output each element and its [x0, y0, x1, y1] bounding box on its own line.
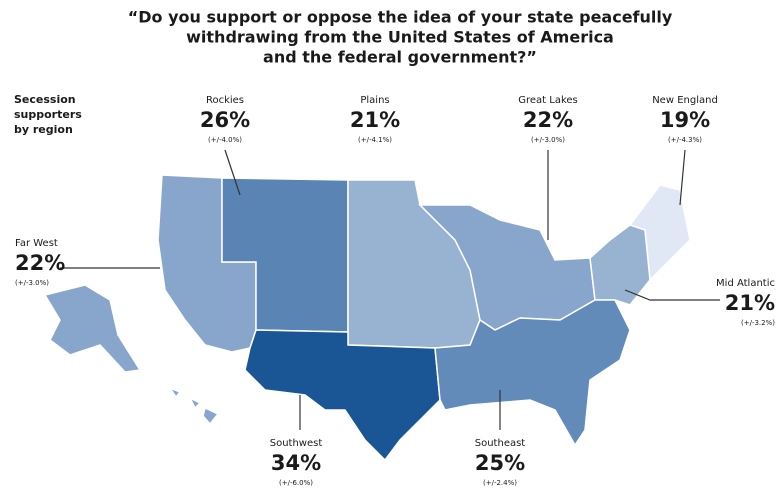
region-margin: (+/-6.0%): [279, 479, 313, 487]
region-shape: [244, 329, 441, 462]
region-margin: (+/-3.0%): [15, 279, 49, 287]
region-name: Rockies: [206, 95, 244, 106]
region-shape: [168, 386, 220, 426]
region-percent: 34%: [271, 451, 321, 475]
region-name: Great Lakes: [518, 95, 578, 106]
leader-lines: [60, 149, 720, 430]
region-name: New England: [652, 95, 718, 106]
region-name: Plains: [360, 95, 389, 106]
region-percent: 22%: [523, 108, 573, 132]
side-label: supporters: [14, 108, 82, 121]
region-shape: [434, 299, 631, 447]
region-margin: (+/-2.4%): [483, 479, 517, 487]
region-name: Southwest: [270, 438, 323, 449]
region-percent: 26%: [200, 108, 250, 132]
region-margin: (+/-4.3%): [668, 136, 702, 144]
region-percent: 19%: [660, 108, 710, 132]
side-label: by region: [14, 123, 73, 136]
title-line: withdrawing from the United States of Am…: [186, 28, 614, 47]
region-percent: 21%: [725, 291, 775, 315]
region-name: Southeast: [475, 438, 526, 449]
title-line: “Do you support or oppose the idea of yo…: [128, 8, 673, 27]
region-percent: 21%: [350, 108, 400, 132]
region-shape: [43, 284, 142, 373]
region-name: Far West: [15, 238, 58, 249]
region-name: Mid Atlantic: [716, 278, 775, 289]
leader-line: [624, 289, 720, 301]
map: [43, 174, 691, 462]
region-shape: [589, 224, 651, 306]
region-margin: (+/-3.2%): [741, 319, 775, 327]
side-label: Secession: [14, 93, 76, 106]
region-percent: 22%: [15, 251, 65, 275]
region-margin: (+/-3.0%): [531, 136, 565, 144]
leader-line: [679, 149, 686, 206]
leader-line: [224, 149, 241, 196]
title-line: and the federal government?”: [263, 48, 537, 67]
region-percent: 25%: [475, 451, 525, 475]
region-margin: (+/-4.1%): [358, 136, 392, 144]
region-margin: (+/-4.0%): [208, 136, 242, 144]
